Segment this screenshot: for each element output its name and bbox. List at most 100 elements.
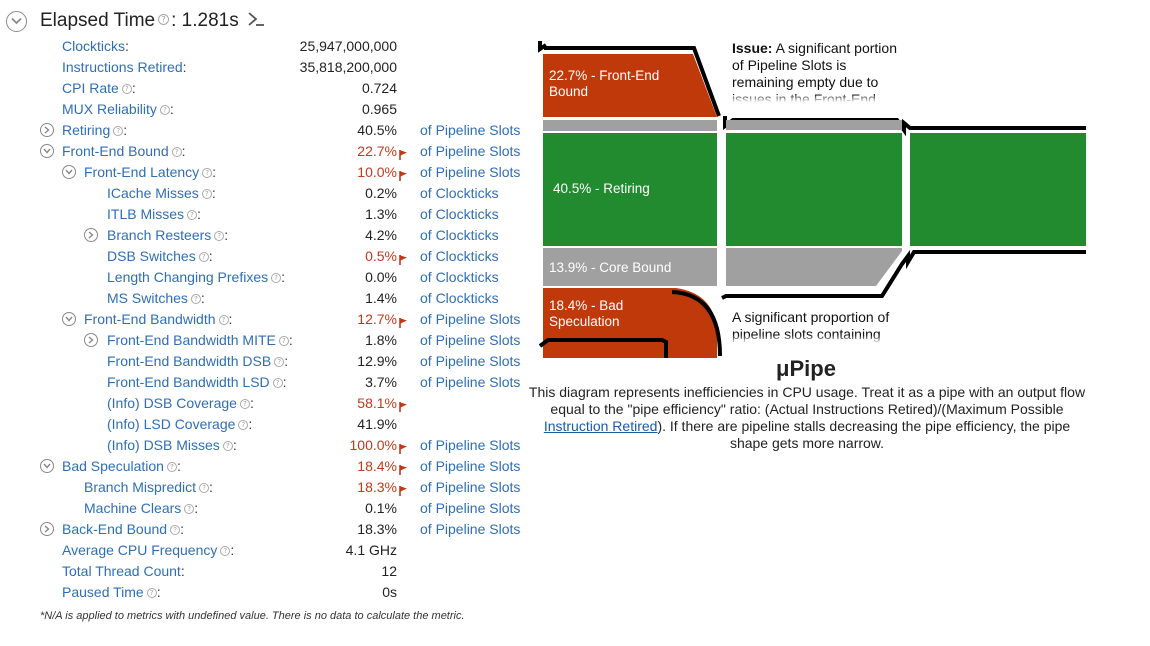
metric-label[interactable]: Front-End Bandwidth [84, 311, 216, 327]
help-icon[interactable]: ? [159, 104, 170, 115]
expand-chevron-icon[interactable] [40, 123, 54, 137]
metric-label[interactable]: (Info) LSD Coverage [107, 416, 236, 432]
metric-label[interactable]: MUX Reliability [62, 101, 157, 117]
footnote: *N/A is applied to metrics with undefine… [40, 610, 465, 622]
help-icon[interactable]: ? [214, 230, 225, 241]
help-icon[interactable]: ? [274, 356, 285, 367]
upipe-title: μPipe [776, 356, 836, 381]
help-icon[interactable]: ? [184, 503, 195, 514]
help-icon[interactable]: ? [113, 125, 124, 136]
metric-label[interactable]: ITLB Misses [107, 206, 185, 222]
elapsed-time-header: Elapsed Time ? : 1.281s [6, 7, 265, 35]
metric-label-wrap: Front-End Bandwidth?: [84, 309, 232, 330]
metric-label[interactable]: Total Thread Count [62, 563, 181, 579]
metric-value: 18.4% [357, 458, 397, 474]
help-icon[interactable]: ? [171, 146, 182, 157]
metric-value: 18.3% [357, 521, 397, 537]
help-icon[interactable]: ? [146, 587, 157, 598]
help-icon[interactable]: ? [199, 482, 210, 493]
metric-row-machine-clears: Machine Clears?: 0.1% of Pipeline Slots [0, 498, 530, 519]
metric-label[interactable]: Front-End Bandwidth DSB [107, 353, 272, 369]
metric-label[interactable]: Branch Mispredict [84, 479, 197, 495]
label-colon: : [180, 563, 185, 579]
metric-row-retiring: Retiring?: 40.5% of Pipeline Slots [0, 120, 530, 141]
terminal-prompt-icon[interactable] [247, 11, 265, 32]
collapse-toggle-icon[interactable] [6, 10, 27, 32]
metric-label[interactable]: (Info) DSB Coverage [107, 395, 237, 411]
collapse-chevron-icon[interactable] [62, 312, 76, 326]
help-icon[interactable]: ? [218, 314, 229, 325]
help-icon[interactable]: ? [201, 188, 212, 199]
metric-label[interactable]: DSB Switches [107, 248, 196, 264]
expand-chevron-icon[interactable] [84, 333, 98, 347]
metric-label[interactable]: Machine Clears [84, 500, 182, 516]
help-icon[interactable]: ? [198, 251, 209, 262]
metric-label[interactable]: Front-End Bandwidth LSD [107, 374, 270, 390]
collapse-chevron-icon[interactable] [62, 165, 76, 179]
metric-label[interactable]: Paused Time [62, 584, 144, 600]
metric-unit: of Clockticks [420, 269, 499, 285]
expand-chevron-icon[interactable] [40, 522, 54, 536]
metric-value: 100.0% [349, 437, 397, 453]
metric-value-wrap: 35,818,200,000 [300, 57, 397, 78]
metric-value-wrap: 25,947,000,000 [300, 36, 397, 57]
help-icon[interactable]: ? [239, 398, 250, 409]
collapse-chevron-icon[interactable] [40, 459, 54, 473]
metric-label[interactable]: MS Switches [107, 290, 188, 306]
help-icon[interactable]: ? [190, 293, 201, 304]
upipe-desc-after: ). If there are pipeline stalls decreasi… [657, 418, 1071, 451]
help-icon[interactable]: ? [202, 167, 213, 178]
metric-label[interactable]: Instructions Retired [62, 59, 183, 75]
help-icon[interactable]: ? [166, 461, 177, 472]
metric-value: 10.0% [357, 164, 397, 180]
front-end-issue-note: Issue: A significant portion of Pipeline… [732, 40, 907, 102]
help-icon[interactable]: ? [271, 272, 282, 283]
metric-label[interactable]: (Info) DSB Misses [107, 437, 220, 453]
help-icon[interactable]: ? [238, 419, 249, 430]
metric-unit: of Pipeline Slots [420, 311, 521, 327]
metric-label-wrap: (Info) DSB Coverage?: [107, 393, 254, 414]
metric-label[interactable]: Length Changing Prefixes [107, 269, 269, 285]
metric-label[interactable]: Average CPU Frequency [62, 542, 218, 558]
metric-label[interactable]: CPI Rate [62, 80, 119, 96]
metric-label[interactable]: Bad Speculation [62, 458, 164, 474]
metric-row-icache-misses: ICache Misses?: 0.2% of Clockticks [0, 183, 530, 204]
label-colon: : [131, 80, 136, 96]
elapsed-time-value: : 1.281s [171, 10, 239, 31]
core-bound-label: 13.9% - Core Bound [549, 260, 672, 275]
metric-value-wrap: 3.7% [365, 372, 397, 393]
retiring-segment [543, 133, 717, 246]
help-icon[interactable]: ? [187, 209, 198, 220]
help-icon[interactable]: ? [278, 335, 289, 346]
metric-label[interactable]: ICache Misses [107, 185, 199, 201]
help-icon[interactable]: ? [158, 13, 170, 25]
label-colon: : [288, 332, 293, 348]
metric-label-wrap: MS Switches?: [107, 288, 205, 309]
metric-value: 0.965 [361, 101, 397, 117]
label-colon: : [208, 248, 213, 264]
metric-label[interactable]: Clockticks [62, 38, 126, 54]
metric-label[interactable]: Retiring [62, 122, 111, 138]
help-icon[interactable]: ? [170, 524, 181, 535]
collapse-chevron-icon[interactable] [40, 144, 54, 158]
label-colon: : [232, 437, 237, 453]
bad-speculation-issue-note: A significant proportion of pipeline slo… [732, 309, 907, 343]
metric-value-wrap: 1.3% [365, 204, 397, 225]
metric-row-info-dsb-coverage: (Info) DSB Coverage?: 58.1% [0, 393, 530, 414]
metric-value-wrap: 40.5% [357, 120, 397, 141]
help-icon[interactable]: ? [222, 440, 233, 451]
instruction-retired-link[interactable]: Instruction Retired [543, 418, 658, 434]
metric-label[interactable]: Front-End Bandwidth MITE [107, 332, 276, 348]
metric-label[interactable]: Back-End Bound [62, 521, 168, 537]
issue-bold-label: Issue: [732, 40, 773, 56]
help-icon[interactable]: ? [121, 83, 132, 94]
metric-unit: of Pipeline Slots [420, 479, 521, 495]
label-colon: : [125, 38, 129, 54]
help-icon[interactable]: ? [272, 377, 283, 388]
metric-label[interactable]: Branch Resteers [107, 227, 212, 243]
expand-chevron-icon[interactable] [84, 228, 98, 242]
help-icon[interactable]: ? [220, 545, 231, 556]
metric-label[interactable]: Front-End Latency [84, 164, 200, 180]
metric-label[interactable]: Front-End Bound [62, 143, 169, 159]
label-colon: : [284, 353, 289, 369]
